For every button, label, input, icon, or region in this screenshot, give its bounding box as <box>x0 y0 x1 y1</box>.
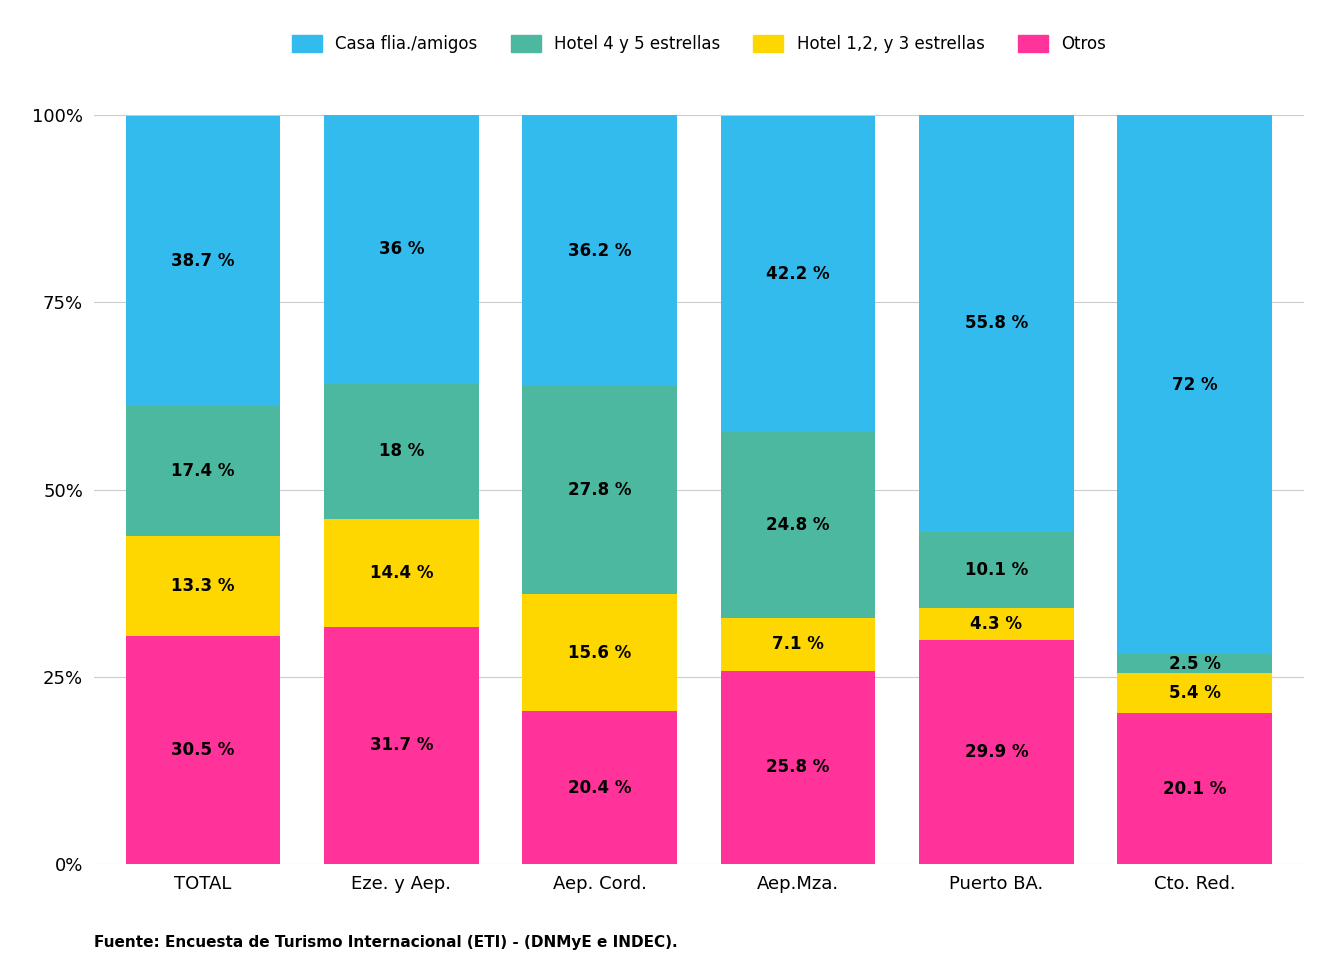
Text: 4.3 %: 4.3 % <box>970 615 1023 633</box>
Legend: Casa flia./amigos, Hotel 4 y 5 estrellas, Hotel 1,2, y 3 estrellas, Otros: Casa flia./amigos, Hotel 4 y 5 estrellas… <box>284 26 1114 61</box>
Bar <box>126 636 281 864</box>
Bar <box>919 640 1074 864</box>
Bar <box>523 594 677 711</box>
Bar <box>1117 713 1271 864</box>
Text: 10.1 %: 10.1 % <box>965 561 1028 579</box>
Bar <box>324 384 478 518</box>
Bar <box>720 617 875 671</box>
Bar <box>523 115 677 386</box>
Text: 72 %: 72 % <box>1172 375 1218 394</box>
Bar <box>1117 115 1271 655</box>
Bar <box>523 386 677 594</box>
Text: 17.4 %: 17.4 % <box>172 462 235 480</box>
Text: 36.2 %: 36.2 % <box>569 242 632 260</box>
Bar <box>720 671 875 864</box>
Text: 15.6 %: 15.6 % <box>569 644 632 661</box>
Bar <box>919 532 1074 608</box>
Text: Fuente: Encuesta de Turismo Internacional (ETI) - (DNMyE e INDEC).: Fuente: Encuesta de Turismo Internaciona… <box>94 935 677 950</box>
Text: 20.4 %: 20.4 % <box>569 779 632 797</box>
Text: 20.1 %: 20.1 % <box>1163 780 1226 798</box>
Bar <box>720 116 875 432</box>
Bar <box>126 406 281 536</box>
Text: 24.8 %: 24.8 % <box>766 516 829 534</box>
Bar <box>720 432 875 617</box>
Text: 42.2 %: 42.2 % <box>766 265 829 283</box>
Bar <box>1117 655 1271 673</box>
Bar <box>324 627 478 864</box>
Text: 18 %: 18 % <box>379 443 425 461</box>
Text: 31.7 %: 31.7 % <box>370 736 433 755</box>
Text: 2.5 %: 2.5 % <box>1169 655 1220 673</box>
Text: 27.8 %: 27.8 % <box>569 481 632 499</box>
Text: 30.5 %: 30.5 % <box>172 741 235 758</box>
Bar <box>523 711 677 864</box>
Text: 29.9 %: 29.9 % <box>965 743 1028 761</box>
Bar <box>1117 673 1271 713</box>
Text: 5.4 %: 5.4 % <box>1169 684 1220 703</box>
Text: 14.4 %: 14.4 % <box>370 564 433 582</box>
Bar <box>126 536 281 636</box>
Text: 13.3 %: 13.3 % <box>172 577 235 595</box>
Bar <box>324 114 478 384</box>
Text: 36 %: 36 % <box>379 240 425 258</box>
Text: 7.1 %: 7.1 % <box>771 636 824 653</box>
Text: 25.8 %: 25.8 % <box>766 758 829 777</box>
Bar <box>919 114 1074 532</box>
Text: 55.8 %: 55.8 % <box>965 314 1028 332</box>
Bar <box>324 518 478 627</box>
Bar <box>126 116 281 406</box>
Text: 38.7 %: 38.7 % <box>172 252 235 270</box>
Bar <box>919 608 1074 640</box>
